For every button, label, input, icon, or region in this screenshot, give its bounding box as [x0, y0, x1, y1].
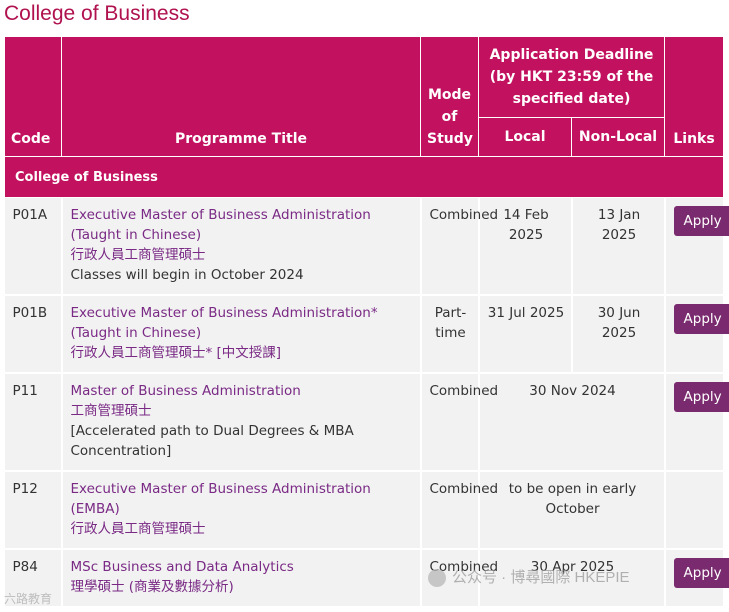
- programme-title-chinese: 理學碩士 (商業及數據分析): [70, 579, 234, 595]
- wechat-logo-icon: [428, 569, 446, 588]
- deadline-combined: 30 Apr 2025: [478, 549, 666, 608]
- programme-code: P01A: [4, 197, 63, 296]
- mode-of-study: Part-time: [420, 295, 480, 374]
- table-row: P84 MSc Business and Data Analytics 理學碩士…: [4, 549, 729, 608]
- apply-button[interactable]: Apply: [673, 382, 729, 412]
- programme-title-link[interactable]: Executive Master of Business Administrat…: [70, 207, 371, 243]
- links-cell: Apply: [664, 295, 729, 374]
- corner-watermark: 六路教育: [4, 592, 53, 606]
- programme-title-cell: Master of Business Administration 工商管理碩士…: [61, 373, 422, 472]
- deadline-combined: 30 Nov 2024: [478, 373, 666, 472]
- column-header-programme-title: Programme Title: [61, 36, 421, 157]
- links-cell: Apply: [664, 549, 729, 608]
- section-header: College of Business: [3, 156, 725, 198]
- deadline-non-local: 30 Jun 2025: [571, 295, 666, 374]
- programme-title-cell: Executive Master of Business Administrat…: [61, 197, 422, 296]
- mode-of-study: Combined: [420, 373, 498, 472]
- column-header-local: Local: [478, 117, 572, 157]
- programme-title-link[interactable]: Master of Business Administration: [70, 383, 301, 399]
- mode-of-study: Combined: [420, 197, 498, 296]
- programme-title-chinese: 行政人員工商管理碩士: [70, 521, 206, 537]
- deadline-local: 31 Jul 2025: [478, 295, 573, 374]
- column-header-code: Code: [4, 36, 62, 157]
- programme-title-chinese: 行政人員工商管理碩士* [中文授課]: [70, 345, 282, 361]
- table-row: P01B Executive Master of Business Admini…: [4, 295, 729, 374]
- programme-code: P12: [4, 471, 63, 550]
- programme-note: [Accelerated path to Dual Degrees & MBA …: [70, 423, 354, 459]
- programme-title-cell: MSc Business and Data Analytics 理學碩士 (商業…: [61, 549, 422, 608]
- programme-title-cell: Executive Master of Business Administrat…: [61, 471, 422, 550]
- watermark-text: 公众号 · 博尋國際 HKEPIE: [452, 569, 630, 586]
- column-header-application-deadline: Application Deadline (by HKT 23:59 of th…: [477, 36, 666, 118]
- programme-title-link[interactable]: MSc Business and Data Analytics: [70, 559, 294, 575]
- links-cell: [664, 471, 725, 550]
- apply-button[interactable]: Apply: [673, 304, 729, 334]
- table-row: P12 Executive Master of Business Adminis…: [4, 471, 725, 550]
- column-header-non-local: Non-Local: [570, 117, 666, 157]
- deadline-local: 14 Feb 2025: [478, 197, 573, 296]
- watermark: 公众号 · 博尋國際 HKEPIE: [428, 566, 630, 588]
- programme-note: Classes will begin in October 2024: [70, 267, 304, 283]
- deadline-combined: to be open in early October: [478, 471, 666, 550]
- programme-title-link[interactable]: Executive Master of Business Administrat…: [70, 481, 371, 517]
- column-header-links: Links: [664, 36, 725, 157]
- programme-title-chinese: 工商管理碩士: [70, 403, 152, 419]
- table-row: P11 Master of Business Administration 工商…: [4, 373, 729, 472]
- apply-button[interactable]: Apply: [673, 206, 729, 236]
- programme-code: P84: [4, 549, 63, 608]
- programme-table: Code Programme Title Mode of Study Appli…: [3, 36, 729, 608]
- page-title: College of Business: [4, 2, 190, 25]
- deadline-non-local: 13 Jan 2025: [571, 197, 666, 296]
- links-cell: Apply: [664, 373, 729, 472]
- programme-code: P01B: [4, 295, 63, 374]
- column-header-mode-of-study: Mode of Study: [420, 36, 479, 157]
- links-cell: Apply: [664, 197, 729, 296]
- programme-title-chinese: 行政人員工商管理碩士: [70, 247, 206, 263]
- apply-button[interactable]: Apply: [673, 558, 729, 588]
- table-row: P01A Executive Master of Business Admini…: [4, 197, 729, 296]
- programme-title-cell: Executive Master of Business Administrat…: [61, 295, 422, 374]
- programme-title-link[interactable]: Executive Master of Business Administrat…: [70, 305, 378, 341]
- programme-code: P11: [4, 373, 63, 472]
- mode-of-study: Combined: [420, 471, 498, 550]
